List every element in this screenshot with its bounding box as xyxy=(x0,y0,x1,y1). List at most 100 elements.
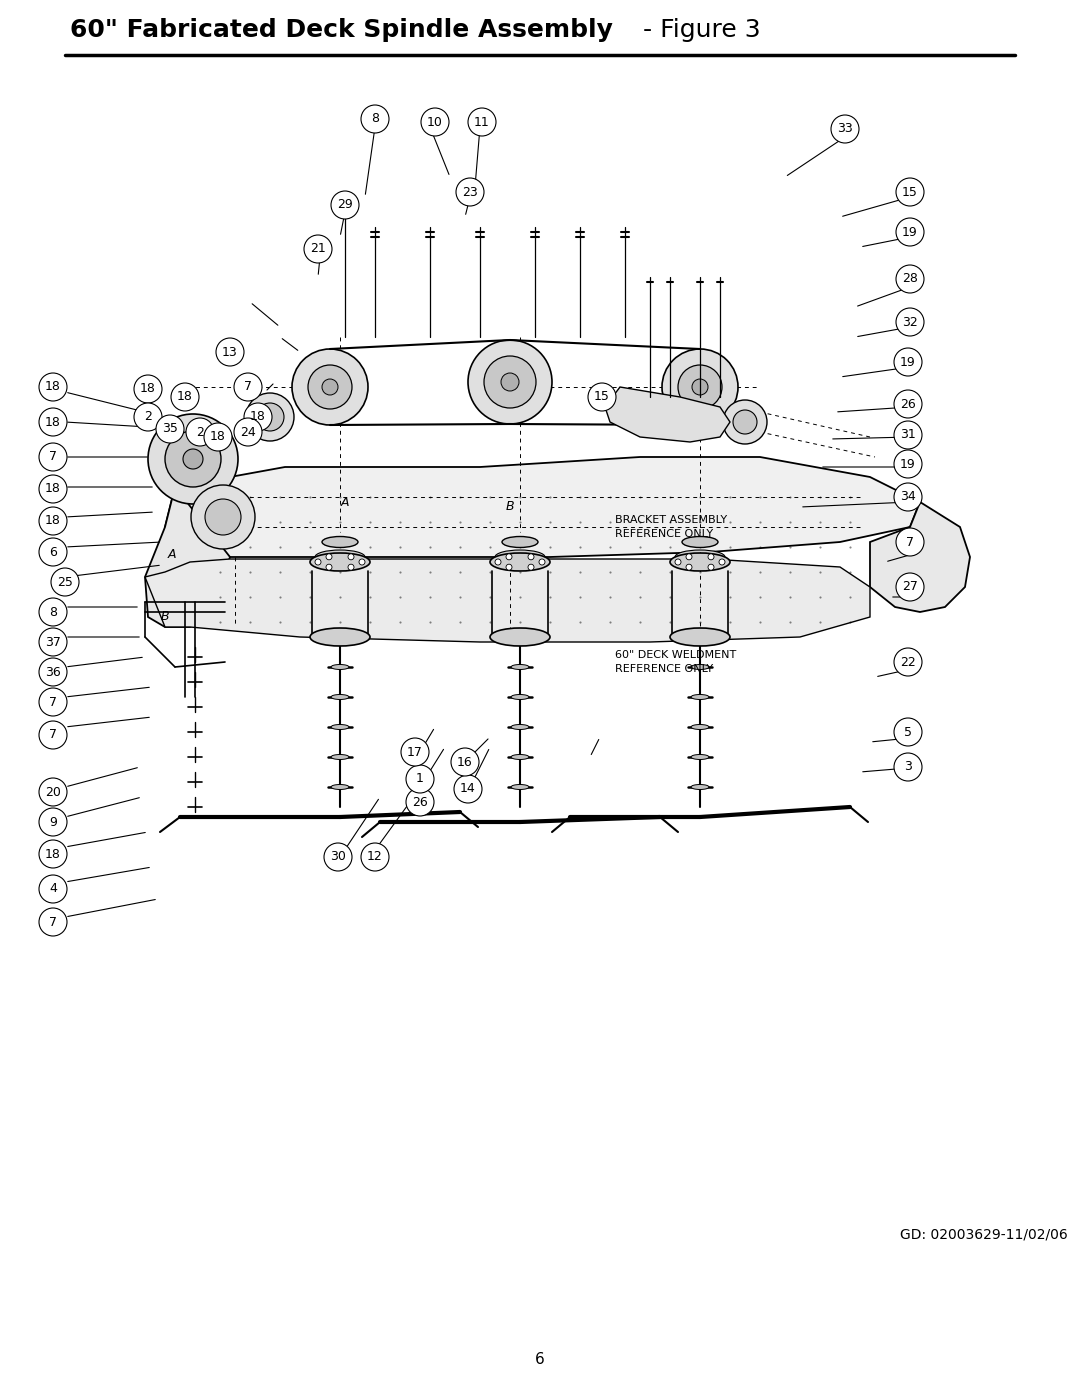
Text: 7: 7 xyxy=(906,535,914,549)
Circle shape xyxy=(205,499,241,535)
Circle shape xyxy=(39,475,67,503)
Ellipse shape xyxy=(490,629,550,645)
Text: 19: 19 xyxy=(902,225,918,239)
Circle shape xyxy=(896,307,924,337)
Circle shape xyxy=(39,778,67,806)
Ellipse shape xyxy=(691,754,708,760)
Text: 60" Fabricated Deck Spindle Assembly: 60" Fabricated Deck Spindle Assembly xyxy=(70,18,612,42)
Circle shape xyxy=(401,738,429,766)
Circle shape xyxy=(708,553,714,560)
Circle shape xyxy=(171,383,199,411)
Text: 34: 34 xyxy=(900,490,916,503)
Text: 24: 24 xyxy=(240,426,256,439)
Ellipse shape xyxy=(315,550,365,564)
Text: A: A xyxy=(341,496,349,509)
Text: 13: 13 xyxy=(222,345,238,359)
Text: 18: 18 xyxy=(45,415,60,429)
Ellipse shape xyxy=(511,694,529,700)
Circle shape xyxy=(39,443,67,471)
Circle shape xyxy=(39,507,67,535)
Text: 18: 18 xyxy=(211,430,226,443)
Text: 11: 11 xyxy=(474,116,490,129)
Polygon shape xyxy=(145,559,870,643)
Circle shape xyxy=(894,348,922,376)
Circle shape xyxy=(330,191,359,219)
Circle shape xyxy=(256,402,284,432)
Circle shape xyxy=(361,105,389,133)
Polygon shape xyxy=(145,488,230,627)
Circle shape xyxy=(359,559,365,564)
Text: 7: 7 xyxy=(49,915,57,929)
Circle shape xyxy=(686,564,692,570)
Ellipse shape xyxy=(511,785,529,789)
Text: 20: 20 xyxy=(45,785,60,799)
Circle shape xyxy=(719,559,725,564)
Circle shape xyxy=(507,564,512,570)
Text: B: B xyxy=(161,610,170,623)
Circle shape xyxy=(39,538,67,566)
Circle shape xyxy=(134,374,162,402)
Ellipse shape xyxy=(511,665,529,669)
Ellipse shape xyxy=(511,725,529,729)
Circle shape xyxy=(421,108,449,136)
Ellipse shape xyxy=(490,553,550,571)
Ellipse shape xyxy=(670,629,730,645)
Text: 19: 19 xyxy=(900,457,916,471)
Text: 9: 9 xyxy=(49,816,57,828)
Text: 7: 7 xyxy=(49,450,57,464)
Ellipse shape xyxy=(502,536,538,548)
Circle shape xyxy=(39,629,67,657)
Circle shape xyxy=(156,415,184,443)
Circle shape xyxy=(315,559,321,564)
Text: 18: 18 xyxy=(251,411,266,423)
Circle shape xyxy=(507,553,512,560)
Circle shape xyxy=(186,418,214,446)
Text: 27: 27 xyxy=(902,581,918,594)
Circle shape xyxy=(348,553,354,560)
Circle shape xyxy=(39,807,67,835)
Text: 26: 26 xyxy=(900,398,916,411)
Text: 8: 8 xyxy=(49,605,57,619)
Circle shape xyxy=(244,402,272,432)
Ellipse shape xyxy=(670,553,730,571)
Circle shape xyxy=(39,373,67,401)
Ellipse shape xyxy=(310,629,370,645)
Circle shape xyxy=(588,383,616,411)
Circle shape xyxy=(303,235,332,263)
Circle shape xyxy=(894,390,922,418)
Circle shape xyxy=(39,875,67,902)
Text: 36: 36 xyxy=(45,665,60,679)
Text: 10: 10 xyxy=(427,116,443,129)
Circle shape xyxy=(894,483,922,511)
Circle shape xyxy=(361,842,389,870)
Ellipse shape xyxy=(510,555,530,560)
Text: 35: 35 xyxy=(162,422,178,436)
Circle shape xyxy=(216,338,244,366)
Text: BRACKET ASSEMBLY
REFERENCE ONLY: BRACKET ASSEMBLY REFERENCE ONLY xyxy=(615,515,727,539)
Text: A: A xyxy=(167,549,176,562)
Polygon shape xyxy=(870,502,970,612)
Text: 22: 22 xyxy=(900,655,916,669)
Circle shape xyxy=(39,721,67,749)
Text: B: B xyxy=(505,500,514,514)
Circle shape xyxy=(148,414,238,504)
Text: 18: 18 xyxy=(45,482,60,496)
Text: 4: 4 xyxy=(49,883,57,895)
Text: 18: 18 xyxy=(45,848,60,861)
Circle shape xyxy=(292,349,368,425)
Circle shape xyxy=(246,393,294,441)
Circle shape xyxy=(322,379,338,395)
Text: 28: 28 xyxy=(902,272,918,285)
Circle shape xyxy=(451,747,480,775)
Ellipse shape xyxy=(675,550,725,564)
Circle shape xyxy=(896,177,924,205)
Circle shape xyxy=(896,218,924,246)
Text: 7: 7 xyxy=(49,696,57,708)
Text: 8: 8 xyxy=(372,113,379,126)
Circle shape xyxy=(456,177,484,205)
Ellipse shape xyxy=(681,536,718,548)
Circle shape xyxy=(183,448,203,469)
Circle shape xyxy=(662,349,738,425)
Circle shape xyxy=(39,598,67,626)
Circle shape xyxy=(894,718,922,746)
